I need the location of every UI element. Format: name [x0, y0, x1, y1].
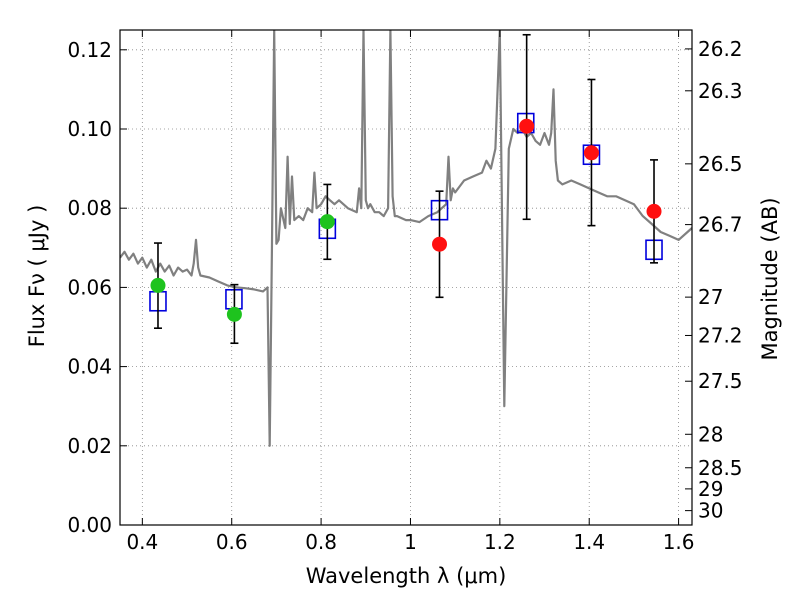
model-spectrum [120, 30, 692, 447]
observed-point [319, 214, 335, 230]
y-tick-label: 0.00 [67, 513, 112, 537]
magnitude-tick-label: 28 [698, 422, 723, 446]
y-axis-label: Flux Fν ( μJy ) [25, 205, 49, 348]
magnitude-tick-label: 26.7 [698, 213, 743, 237]
x-tick-label: 0.4 [126, 530, 158, 554]
magnitude-tick-label: 26.5 [698, 152, 743, 176]
magnitude-tick-label: 27.5 [698, 369, 743, 393]
model-spectrum-line [120, 30, 692, 447]
magnitude-tick-label: 26.2 [698, 37, 743, 61]
x-axis-label: Wavelength λ (μm) [306, 564, 507, 588]
observed-point [150, 277, 166, 293]
observed-point [646, 203, 662, 219]
y-tick-label: 0.04 [67, 355, 112, 379]
observed-point [432, 236, 448, 252]
x-tick-label: 1.4 [573, 530, 605, 554]
magnitude-tick-label: 27 [698, 285, 723, 309]
y-tick-label: 0.08 [67, 196, 112, 220]
observed-point [519, 118, 535, 134]
x-tick-label: 1.2 [484, 530, 516, 554]
magnitude-tick-label: 30 [698, 499, 723, 523]
synthetic-photometry-markers [149, 112, 663, 312]
y-tick-label: 0.10 [67, 117, 112, 141]
observed-photometry-markers [150, 33, 662, 345]
magnitude-tick-label: 29 [698, 477, 723, 501]
y-tick-label: 0.12 [67, 38, 112, 62]
x-tick-label: 1.6 [663, 530, 695, 554]
magnitude-tick-label: 27.2 [698, 323, 743, 347]
y-tick-label: 0.06 [67, 275, 112, 299]
x-tick-label: 0.8 [305, 530, 337, 554]
observed-point [226, 306, 242, 322]
magnitude-tick-label: 28.5 [698, 456, 743, 480]
magnitude-tick-label: 26.3 [698, 79, 743, 103]
x-axis-ticks: 0.4 0.6 0.8 1 1.2 1.4 1.6 [126, 30, 695, 554]
plot-frame [119, 29, 693, 526]
y-axis-ticks: 0.00 0.02 0.04 0.06 0.08 0.10 0.12 [67, 38, 127, 537]
magnitude-axis-label: Magnitude (AB) [758, 197, 782, 360]
y-tick-label: 0.02 [67, 434, 112, 458]
x-tick-label: 1 [404, 530, 417, 554]
observed-point [583, 145, 599, 161]
x-tick-label: 0.6 [216, 530, 248, 554]
